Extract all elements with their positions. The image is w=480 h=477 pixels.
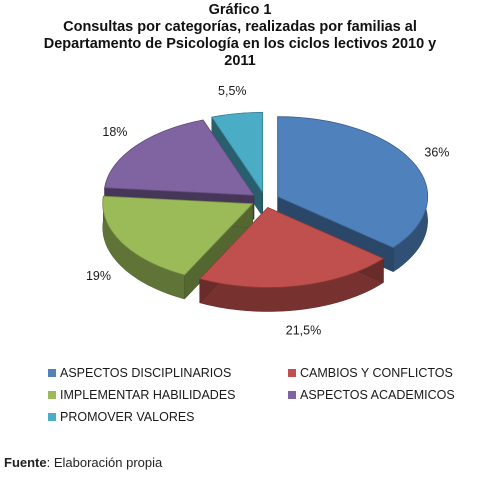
legend-item-aspectos-disciplinarios: ASPECTOS DISCIPLINARIOS	[48, 366, 231, 380]
data-label-promover-valores: 5,5%	[218, 84, 247, 98]
legend-item-cambios-y-conflictos: CAMBIOS Y CONFLICTOS	[288, 366, 453, 380]
pie-slice-aspectos-academicos	[104, 119, 255, 196]
legend-label: PROMOVER VALORES	[60, 410, 195, 424]
source-note: Fuente: Elaboración propia	[4, 455, 162, 470]
pie-slice-cambios-y-conflictos	[198, 207, 385, 288]
source-text: : Elaboración propia	[46, 455, 163, 470]
pie-slice-aspectos-disciplinarios	[277, 116, 428, 249]
data-label-cambios-y-conflictos: 21,5%	[286, 324, 321, 338]
source-label: Fuente	[4, 455, 47, 470]
legend-label: IMPLEMENTAR HABILIDADES	[60, 388, 236, 402]
legend-swatch	[48, 391, 56, 399]
legend-swatch	[48, 413, 56, 421]
legend-swatch	[288, 369, 296, 377]
legend-label: CAMBIOS Y CONFLICTOS	[300, 366, 453, 380]
title-line-2: Consultas por categorías, realizadas por…	[63, 19, 417, 35]
pie-slice-promover-valores	[211, 111, 263, 194]
pie-slice-implementar-habilidades	[102, 195, 254, 276]
legend-swatch	[288, 391, 296, 399]
data-label-aspectos-disciplinarios: 36%	[424, 146, 449, 160]
title-line-3: Departamento de Psicología en los ciclos…	[43, 36, 437, 52]
pie-chart: 36% 21,5% 19% 18% 5,5%	[86, 84, 449, 338]
legend-item-implementar-habilidades: IMPLEMENTAR HABILIDADES	[48, 388, 236, 402]
legend-item-promover-valores: PROMOVER VALORES	[48, 410, 195, 424]
title-line-4: 2011	[224, 53, 256, 69]
data-label-implementar-habilidades: 19%	[86, 269, 111, 283]
data-label-aspectos-academicos: 18%	[102, 125, 127, 139]
legend-label: ASPECTOS ACADEMICOS	[300, 388, 455, 402]
legend-swatch	[48, 369, 56, 377]
legend-label: ASPECTOS DISCIPLINARIOS	[60, 366, 232, 380]
legend-item-aspectos-academicos: ASPECTOS ACADEMICOS	[288, 388, 455, 402]
title-line-1: Gráfico 1	[208, 2, 272, 18]
chart-title: Gráfico 1 Consultas por categorías, real…	[0, 2, 480, 70]
